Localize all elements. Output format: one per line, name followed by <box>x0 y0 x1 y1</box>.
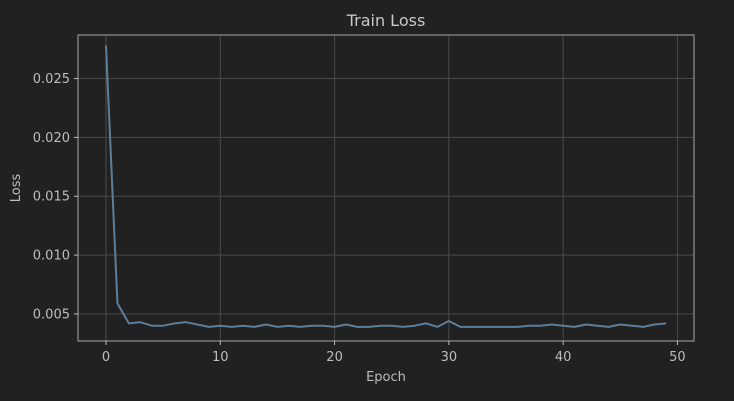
x-tick-label: 50 <box>669 350 686 365</box>
y-tick-label: 0.010 <box>33 249 70 264</box>
x-tick-label: 40 <box>555 350 572 365</box>
axis-ticks: 0 10 20 30 40 50 0.005 0.010 0.015 0.020 0.025 <box>33 72 686 365</box>
series-line-train-loss <box>105 45 667 328</box>
y-tick-label: 0.020 <box>33 131 70 146</box>
y-tick-label: 0.025 <box>33 72 70 87</box>
y-axis-label: Loss <box>9 174 24 203</box>
chart-title: Train Loss <box>346 11 426 30</box>
y-tick-label: 0.005 <box>33 307 70 322</box>
x-tick-label: 30 <box>441 350 458 365</box>
plot-frame <box>77 34 695 342</box>
x-tick-label: 20 <box>326 350 343 365</box>
grid <box>78 35 694 341</box>
x-tick-label: 10 <box>212 350 229 365</box>
x-axis-label: Epoch <box>366 370 406 385</box>
x-tick-label: 0 <box>102 350 110 365</box>
y-tick-label: 0.015 <box>33 190 70 205</box>
